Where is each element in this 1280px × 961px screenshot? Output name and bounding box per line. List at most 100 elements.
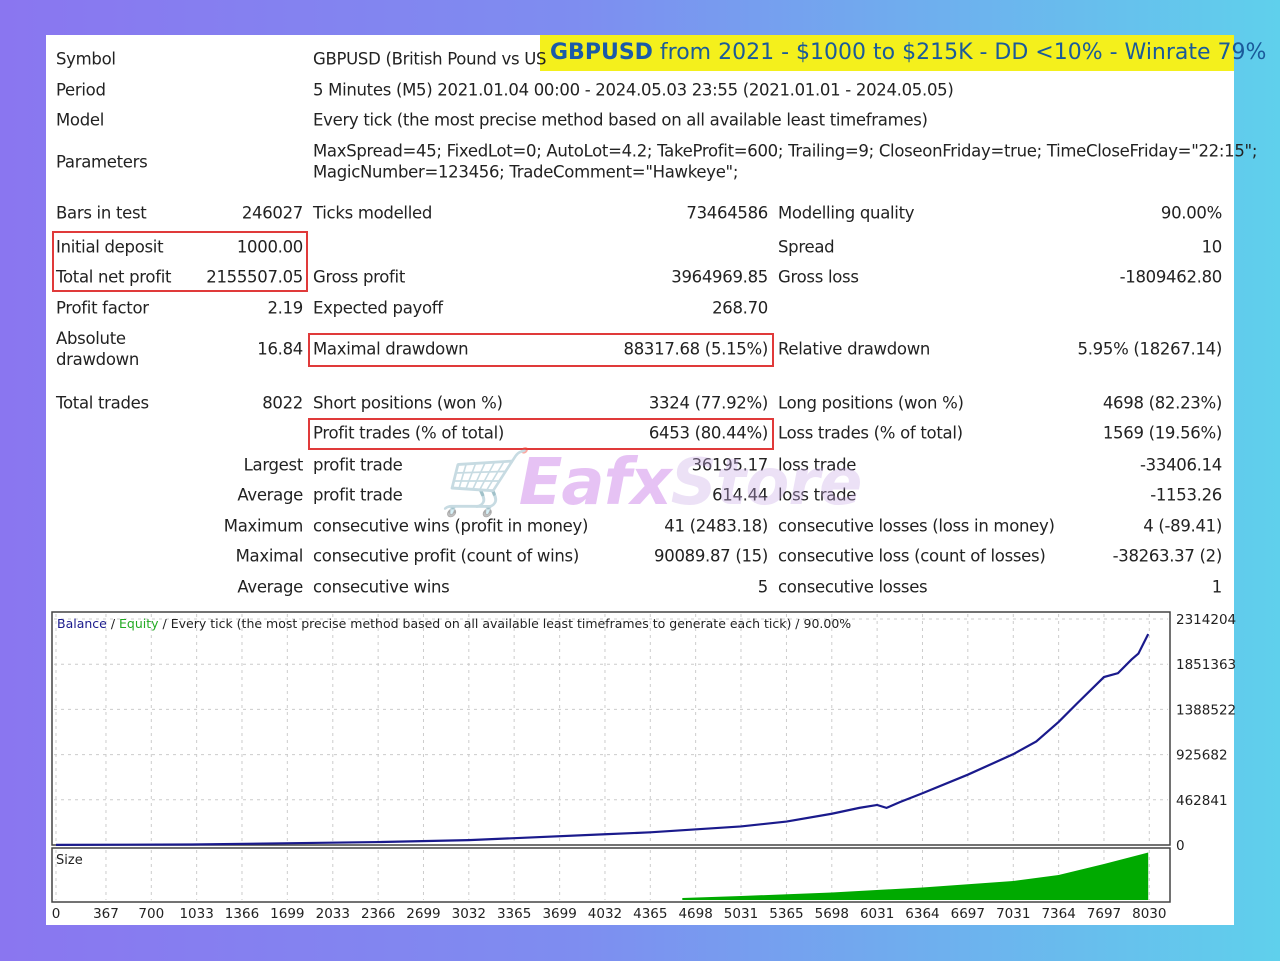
- header-value: MaxSpread=45; FixedLot=0; AutoLot=4.2; T…: [313, 141, 1258, 161]
- x-tick-label: 3365: [497, 906, 531, 922]
- legend-balance: Balance: [57, 616, 107, 631]
- x-tick-label: 7697: [1087, 906, 1121, 922]
- stat-value: 268.70: [712, 298, 768, 318]
- stat-label: Gross profit: [313, 267, 405, 287]
- x-tick-label: 7364: [1041, 906, 1075, 922]
- stat-value: 3324 (77.92%): [648, 393, 768, 413]
- stat-label: Initial deposit: [56, 237, 164, 257]
- stat-label: consecutive losses (loss in money): [778, 516, 1055, 536]
- x-tick-label: 2366: [361, 906, 395, 922]
- x-tick-label: 700: [138, 906, 164, 922]
- y-tick-label: 0: [1176, 838, 1185, 854]
- stat-value: 246027: [241, 203, 303, 223]
- stat-value: 90089.87 (15): [654, 546, 768, 566]
- y-tick-label: 1388522: [1176, 702, 1236, 718]
- stat-value: -1809462.80: [1119, 267, 1223, 287]
- stat-label: Short positions (won %): [313, 393, 503, 413]
- stat-value: 41 (2483.18): [664, 516, 768, 536]
- x-tick-label: 1366: [225, 906, 259, 922]
- stat-value: 1000.00: [236, 237, 303, 257]
- x-tick-label: 5698: [815, 906, 849, 922]
- stat-value: 8022: [262, 393, 303, 413]
- stat-label: Gross loss: [778, 267, 859, 287]
- balance-line: [55, 633, 1150, 847]
- stat-label: loss trade: [778, 455, 857, 475]
- stat-label: profit trade: [313, 485, 403, 505]
- x-tick-label: 2699: [406, 906, 440, 922]
- x-tick-label: 1699: [270, 906, 304, 922]
- stat-value: 5.95% (18267.14): [1077, 339, 1223, 359]
- stat-label: consecutive wins: [313, 577, 450, 597]
- stat-value: 73464586: [686, 203, 768, 223]
- plot-area: [51, 611, 1171, 846]
- stat-value: 90.00%: [1160, 203, 1222, 223]
- stat-value: 88317.68 (5.15%): [623, 339, 769, 359]
- stat-value: 4698 (82.23%): [1102, 393, 1222, 413]
- header-label: Model: [56, 110, 105, 130]
- x-tick-label: 1033: [179, 906, 213, 922]
- header-value: 5 Minutes (M5) 2021.01.04 00:00 - 2024.0…: [313, 80, 954, 100]
- chart-legend: Balance / Equity / Every tick (the most …: [57, 616, 851, 631]
- stat-label: Expected payoff: [313, 298, 443, 318]
- stat-label: Modelling quality: [778, 203, 915, 223]
- stat-value: 5: [757, 577, 769, 597]
- stat-value: Largest: [243, 455, 304, 475]
- legend-sep: /: [107, 616, 119, 631]
- stat-label: Bars in test: [56, 203, 147, 223]
- header-label: Parameters: [56, 152, 148, 172]
- header-value: MagicNumber=123456; TradeComment="Hawkey…: [313, 162, 739, 182]
- x-tick-label: 6697: [951, 906, 985, 922]
- x-tick-label: 2033: [316, 906, 350, 922]
- x-tick-label: 3699: [542, 906, 576, 922]
- y-tick-label: 1851363: [1176, 657, 1236, 673]
- stat-value: -33406.14: [1140, 455, 1222, 475]
- y-tick-label: 925682: [1176, 748, 1228, 764]
- stat-value: 1569 (19.56%): [1102, 423, 1222, 443]
- header-label: Symbol: [56, 49, 116, 69]
- size-label: Size: [56, 853, 83, 868]
- stat-label: loss trade: [778, 485, 857, 505]
- x-tick-label: 0: [52, 906, 61, 922]
- x-tick-label: 3032: [452, 906, 486, 922]
- x-tick-label: 5031: [724, 906, 758, 922]
- header-value: Every tick (the most precise method base…: [313, 110, 928, 130]
- stat-value: 4 (-89.41): [1143, 516, 1222, 536]
- legend-equity: Equity: [119, 616, 159, 631]
- stat-value: 2.19: [267, 298, 303, 318]
- stat-label: Profit factor: [56, 298, 149, 318]
- stat-value: -38263.37 (2): [1112, 546, 1223, 566]
- stat-value: 2155507.05: [206, 267, 303, 287]
- x-tick-label: 5365: [769, 906, 803, 922]
- highlight-box-drawdown: [308, 333, 774, 367]
- stat-label: Ticks modelled: [313, 203, 433, 223]
- stat-label: profit trade: [313, 455, 403, 475]
- stat-label: Total net profit: [56, 267, 172, 287]
- stat-label: Profit trades (% of total): [313, 423, 504, 443]
- stat-value: Average: [237, 485, 303, 505]
- stat-value: 36195.17: [691, 455, 769, 475]
- header-label: Period: [56, 80, 106, 100]
- stat-value: Maximal: [235, 546, 304, 566]
- stat-label: Long positions (won %): [778, 393, 964, 413]
- stat-label: consecutive wins (profit in money): [313, 516, 589, 536]
- stat-value: -1153.26: [1150, 485, 1222, 505]
- x-tick-label: 6364: [905, 906, 939, 922]
- stat-value: Average: [237, 577, 303, 597]
- stat-label: Relative drawdown: [778, 339, 931, 359]
- x-tick-label: 7031: [996, 906, 1030, 922]
- stat-label: Maximal drawdown: [313, 339, 469, 359]
- highlight-box-profit-trades: [308, 418, 774, 450]
- stat-value: 3964969.85: [671, 267, 768, 287]
- highlight-box-deposit: [52, 231, 308, 292]
- stat-label: Total trades: [56, 393, 149, 413]
- size-area: [682, 852, 1149, 900]
- stat-value: 16.84: [257, 339, 303, 359]
- stat-label: Spread: [778, 237, 835, 257]
- stat-label: Loss trades (% of total): [778, 423, 963, 443]
- stat-value: 10: [1201, 237, 1223, 257]
- x-tick-label: 4365: [633, 906, 667, 922]
- y-tick-label: 2314204: [1176, 612, 1236, 628]
- stat-label: Absolute drawdown: [56, 329, 139, 369]
- stat-value: 614.44: [712, 485, 768, 505]
